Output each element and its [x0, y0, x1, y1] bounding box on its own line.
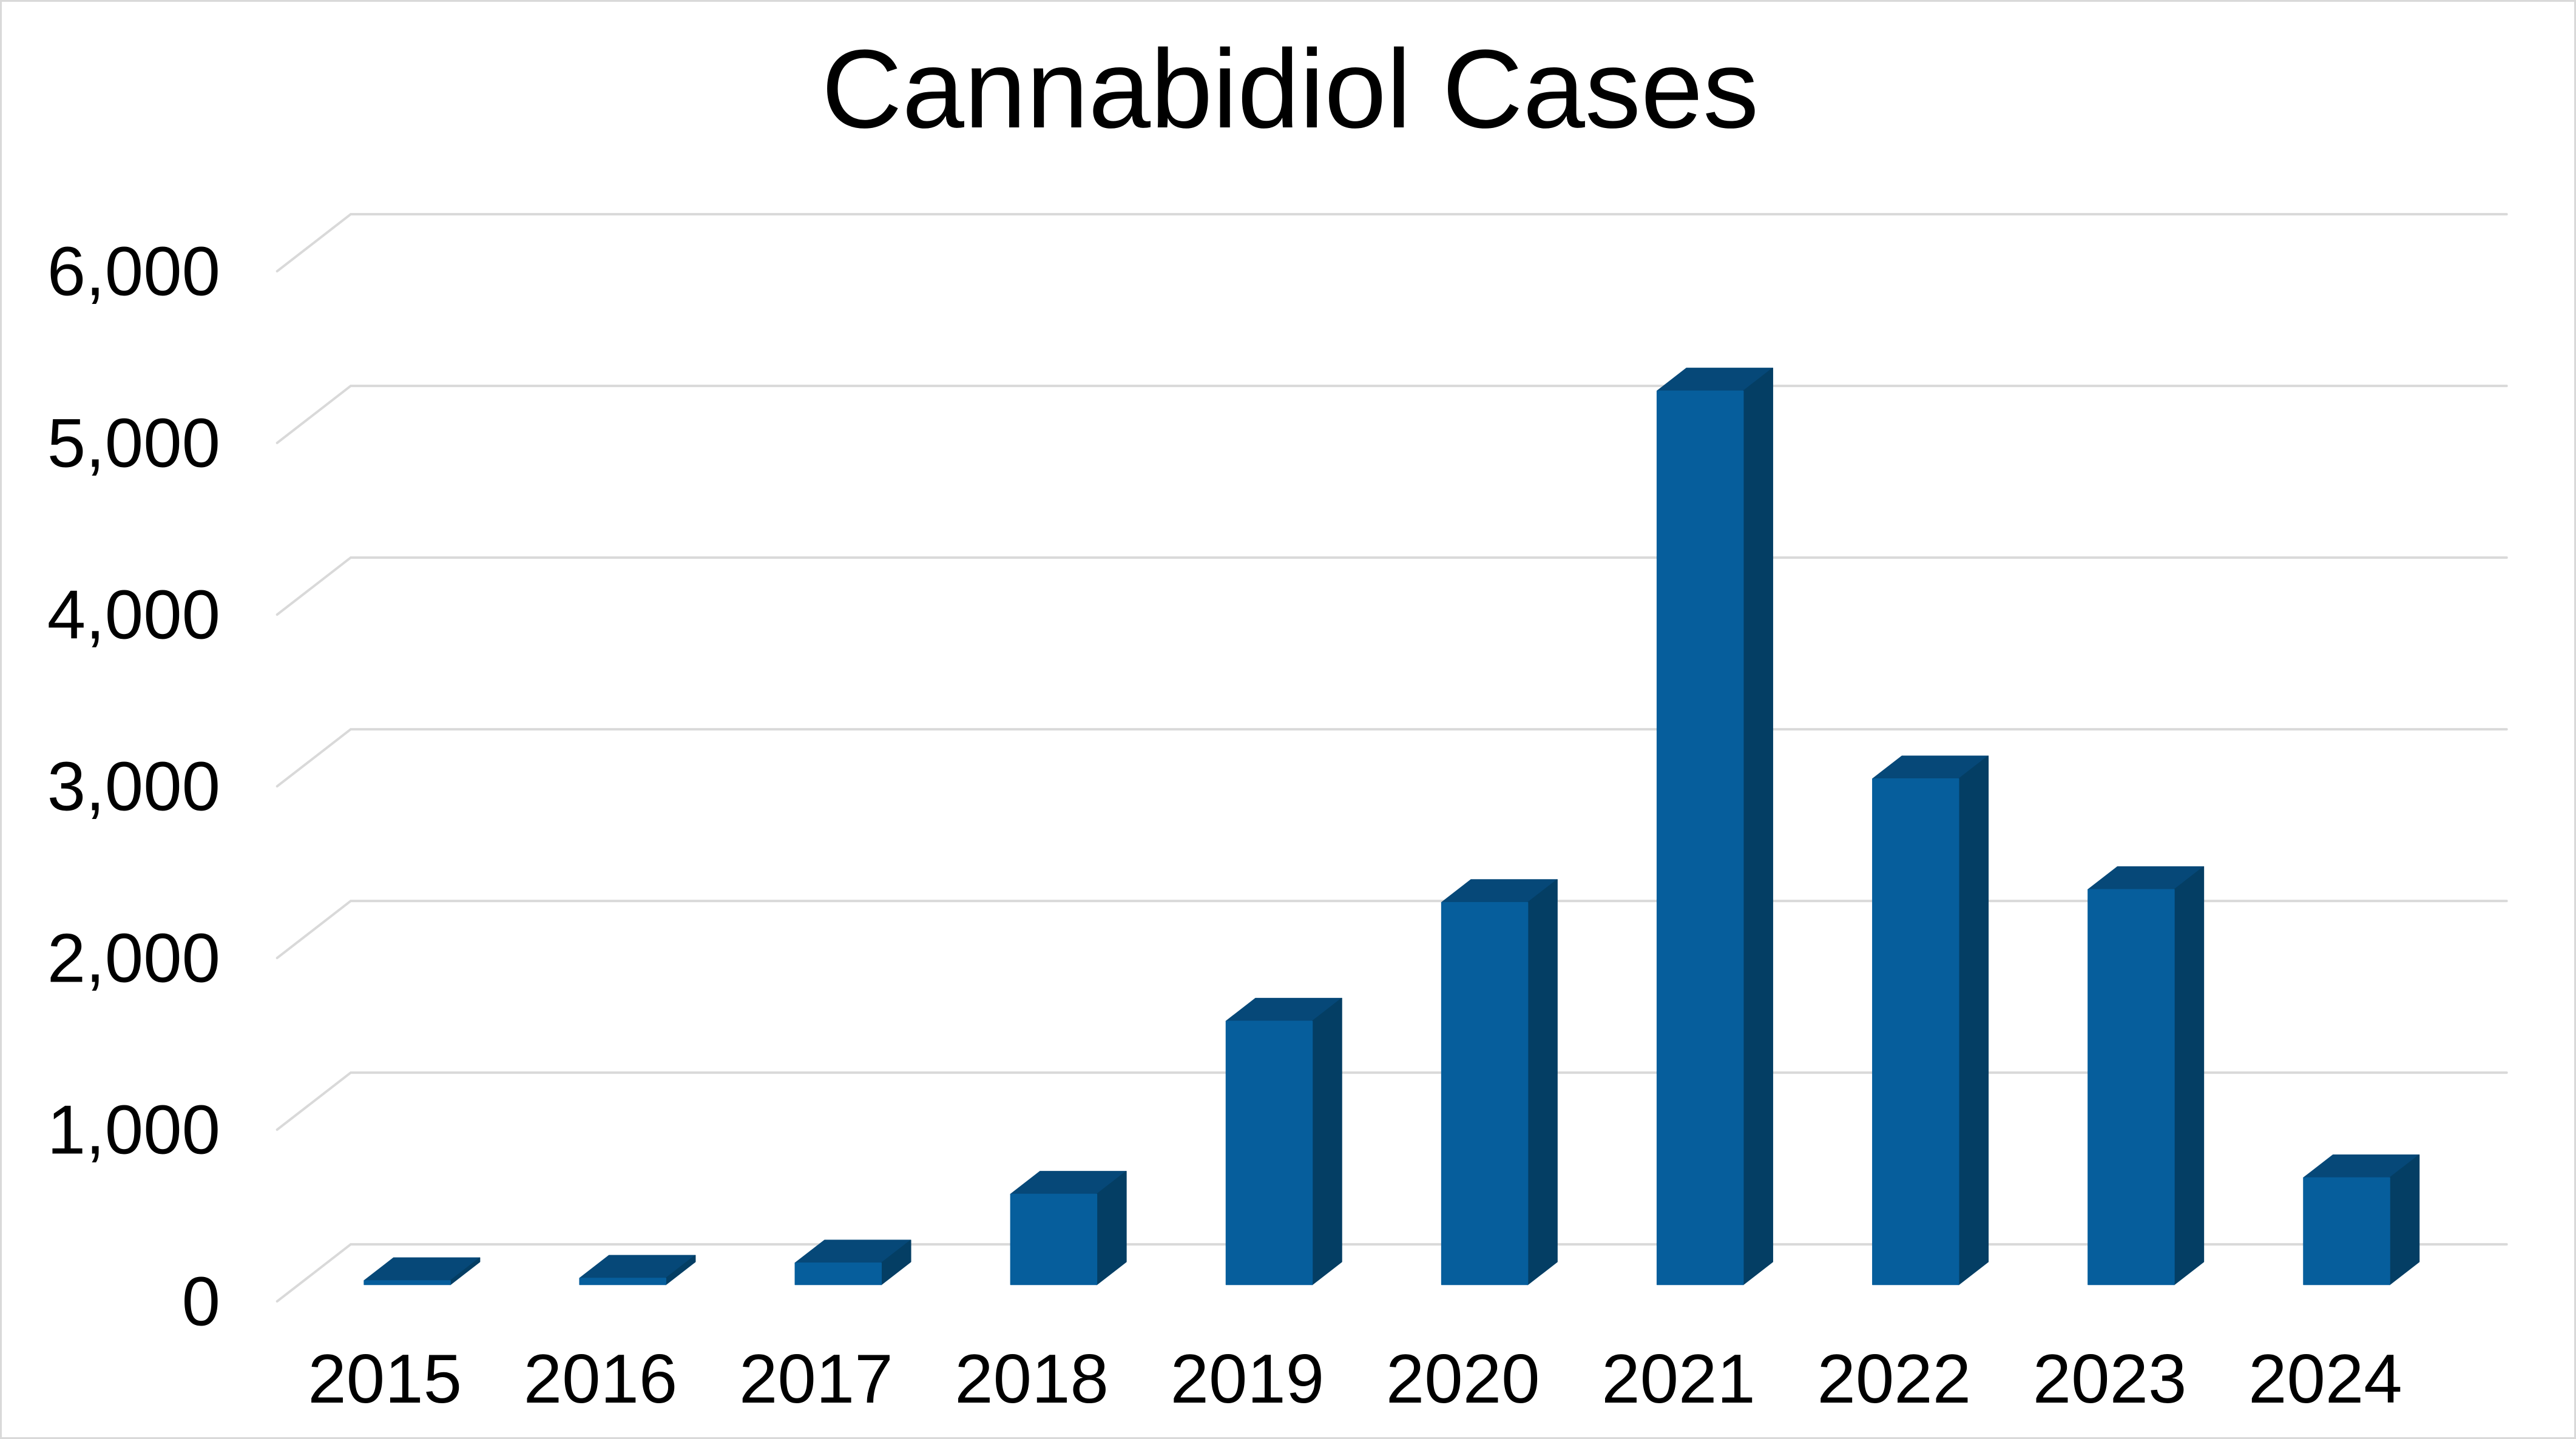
svg-text:Cannabidiol Cases: Cannabidiol Cases — [822, 26, 1759, 151]
svg-text:2016: 2016 — [524, 1341, 678, 1418]
svg-text:6,000: 6,000 — [47, 233, 220, 310]
svg-text:2,000: 2,000 — [47, 920, 220, 997]
svg-text:1,000: 1,000 — [47, 1091, 220, 1168]
svg-text:2017: 2017 — [739, 1341, 893, 1418]
svg-text:4,000: 4,000 — [47, 576, 220, 653]
svg-text:2019: 2019 — [1171, 1341, 1325, 1418]
svg-text:0: 0 — [182, 1263, 220, 1340]
svg-text:2024: 2024 — [2248, 1341, 2402, 1418]
svg-text:5,000: 5,000 — [47, 405, 220, 482]
svg-text:2015: 2015 — [308, 1341, 462, 1418]
svg-text:2020: 2020 — [1386, 1341, 1540, 1418]
svg-text:3,000: 3,000 — [47, 748, 220, 825]
svg-text:2022: 2022 — [1817, 1341, 1971, 1418]
svg-text:2021: 2021 — [1601, 1341, 1756, 1418]
svg-text:2023: 2023 — [2033, 1341, 2187, 1418]
svg-text:2018: 2018 — [955, 1341, 1109, 1418]
